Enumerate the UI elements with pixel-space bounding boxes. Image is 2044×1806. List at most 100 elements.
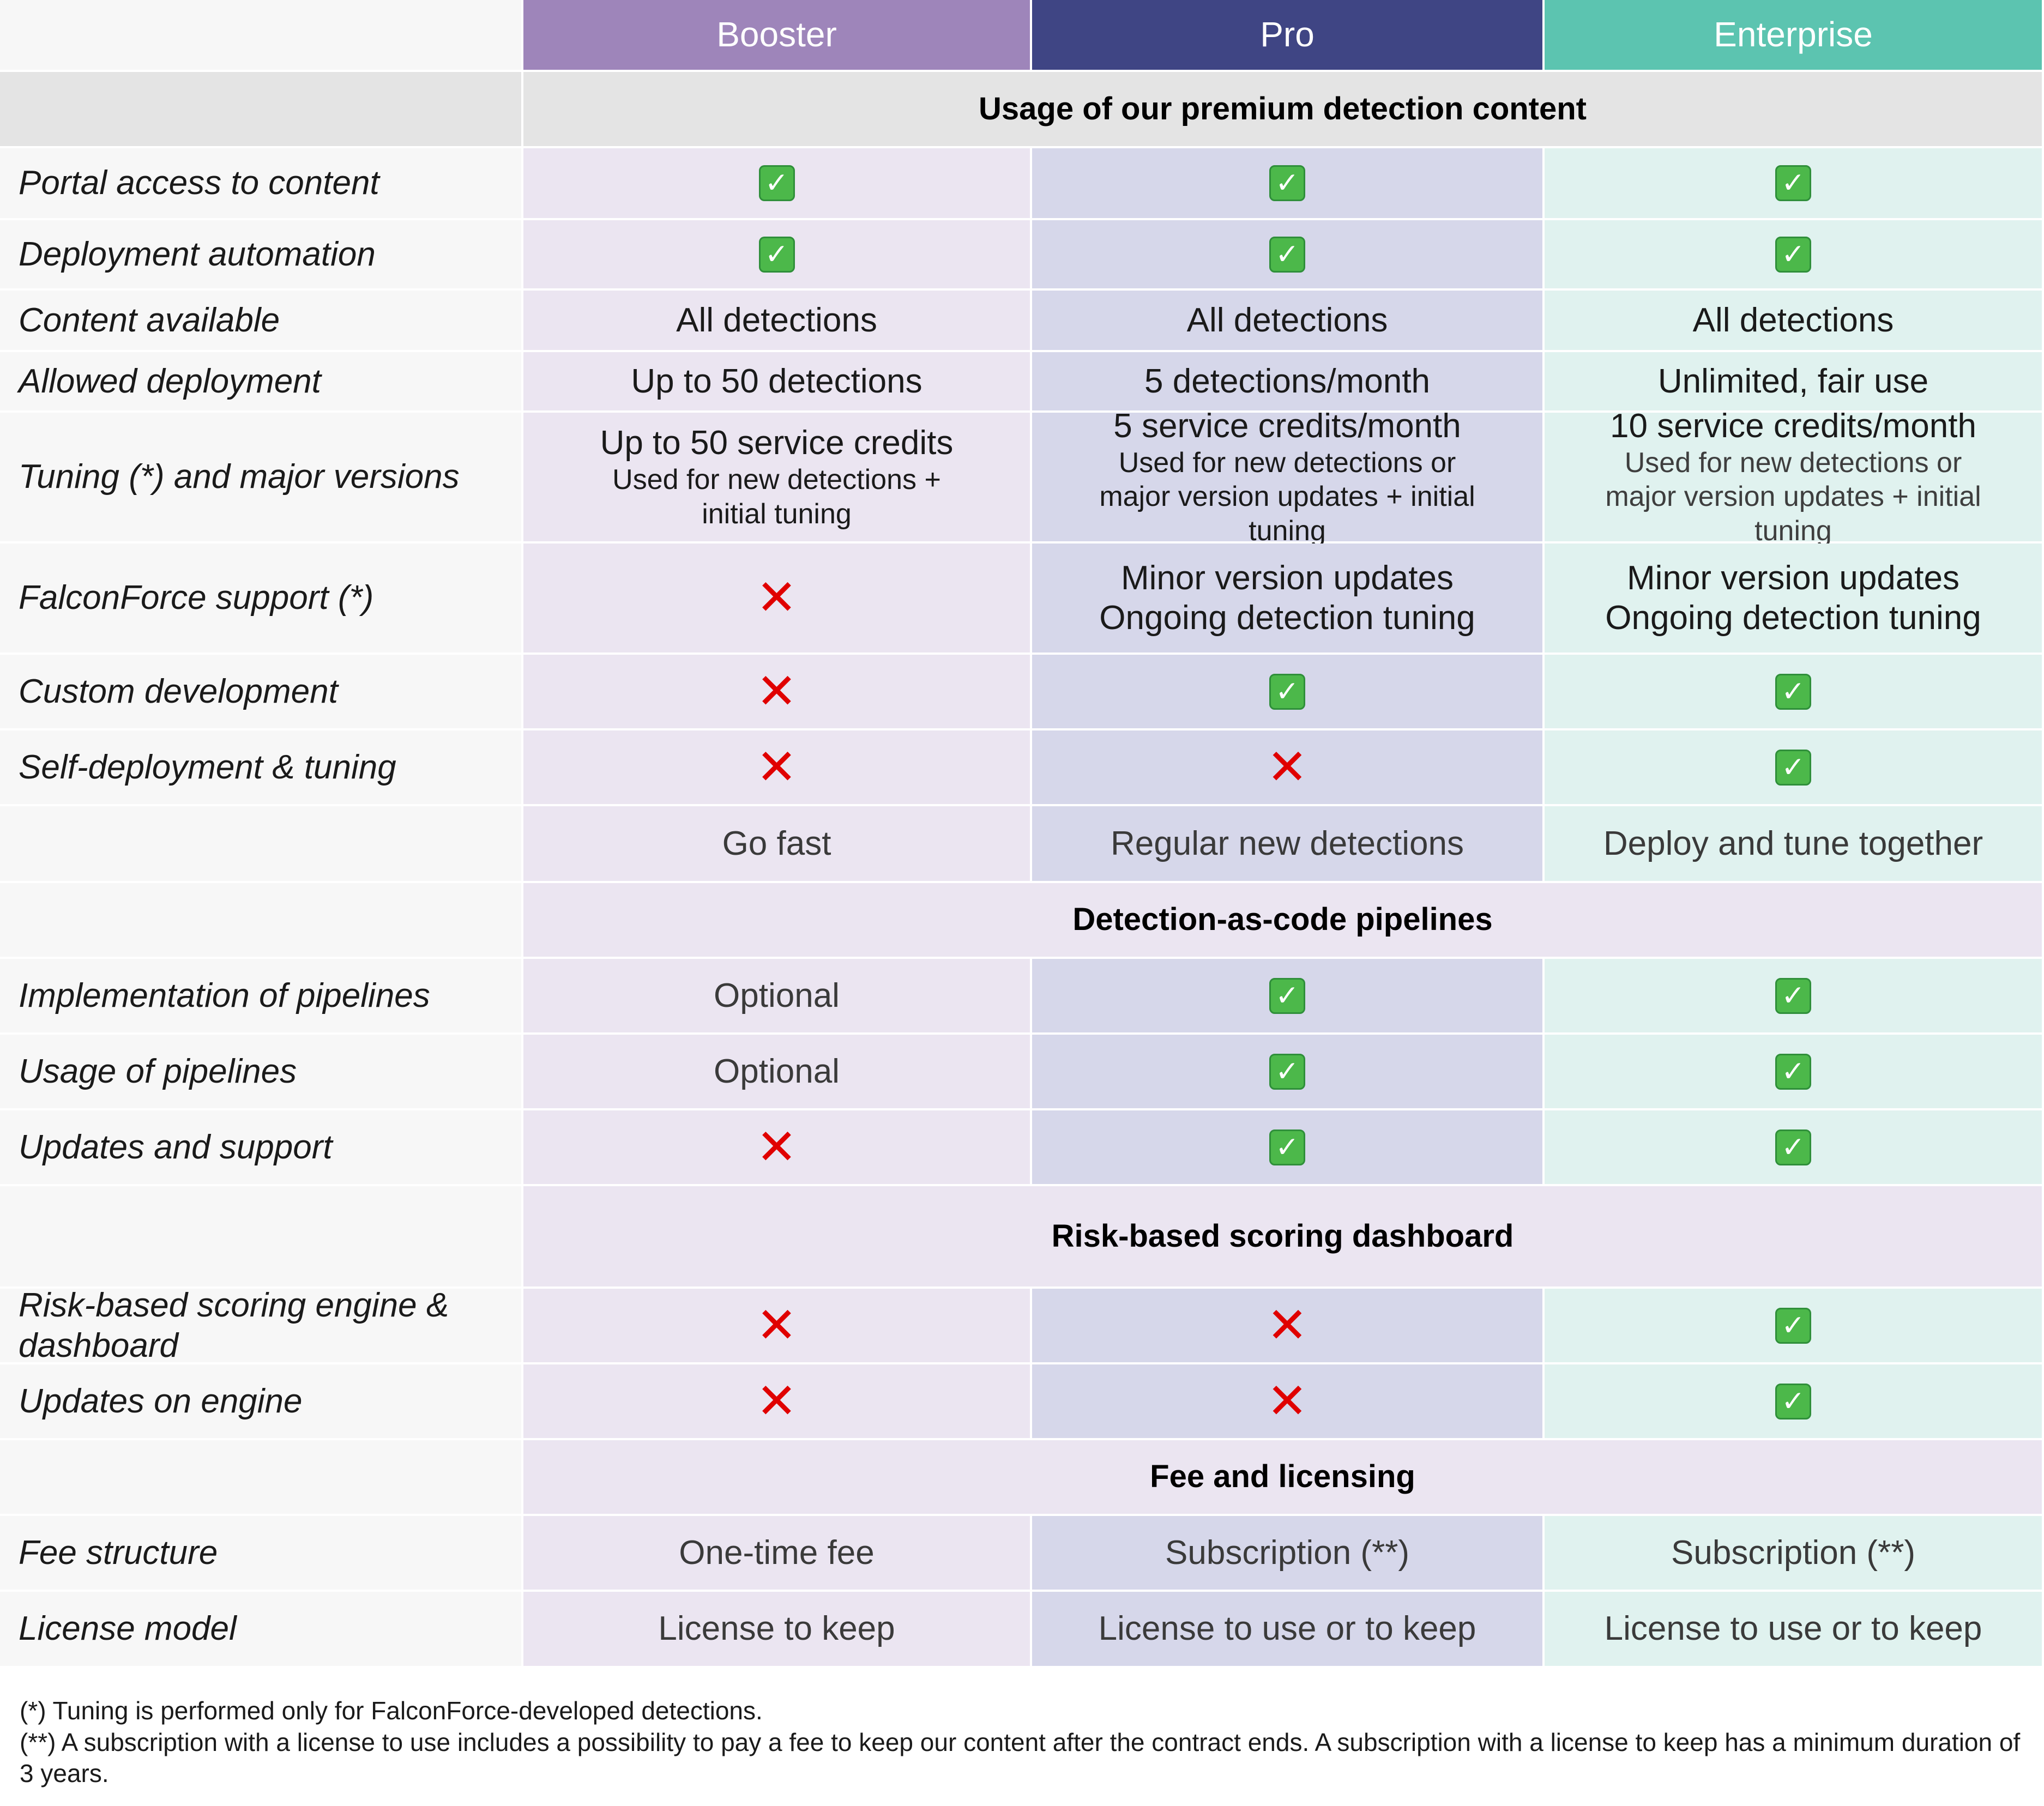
cell-portal-enterprise: ✓	[1545, 148, 2044, 220]
cell-custom-enterprise: ✓	[1545, 655, 2044, 730]
section-fee-blank	[0, 1440, 523, 1516]
tagline-booster: Go fast	[523, 806, 1032, 883]
cross-icon: ✕	[1267, 740, 1308, 795]
tier-header-enterprise: Enterprise	[1545, 0, 2044, 72]
cell-risk-engine-enterprise: ✓	[1545, 1289, 2044, 1364]
cell-usage-pipe-pro: ✓	[1032, 1035, 1545, 1110]
section-usage-title: Usage of our premium detection content	[523, 72, 2044, 148]
row-label-self-deployment: Self-deployment & tuning	[0, 730, 523, 806]
support-line-2: Ongoing detection tuning	[1605, 599, 1981, 637]
tier-header-pro: Pro	[1032, 0, 1545, 72]
cross-icon: ✕	[756, 1120, 798, 1175]
section-pipelines-title: Detection-as-code pipelines	[523, 883, 2044, 959]
row-label-usage-pipelines: Usage of pipelines	[0, 1035, 523, 1110]
cross-icon: ✕	[756, 740, 798, 795]
cell-support-enterprise: Minor version updates Ongoing detection …	[1545, 543, 2044, 655]
cell-engine-updates-booster: ✕	[523, 1364, 1032, 1440]
check-icon: ✓	[1269, 165, 1305, 201]
tuning-credits-note: Used for new detections + initial tuning	[612, 464, 941, 530]
row-label-support: FalconForce support (*)	[0, 543, 523, 655]
footnotes: (*) Tuning is performed only for FalconF…	[20, 1695, 2026, 1790]
cell-license-booster: License to keep	[523, 1592, 1032, 1668]
footnote-subscription: (**) A subscription with a license to us…	[20, 1728, 2021, 1788]
cell-allowed-enterprise: Unlimited, fair use	[1545, 352, 2044, 413]
row-label-allowed-deployment: Allowed deployment	[0, 352, 523, 413]
support-line-1: Minor version updates	[1627, 559, 1959, 597]
cell-fee-booster: One-time fee	[523, 1516, 1032, 1592]
cell-portal-pro: ✓	[1032, 148, 1545, 220]
check-icon: ✓	[1775, 673, 1811, 710]
cell-support-pro: Minor version updates Ongoing detection …	[1032, 543, 1545, 655]
cell-portal-booster: ✓	[523, 148, 1032, 220]
row-label-deployment-automation: Deployment automation	[0, 220, 523, 291]
cell-deploy-auto-enterprise: ✓	[1545, 220, 2044, 291]
cell-risk-engine-booster: ✕	[523, 1289, 1032, 1364]
cell-allowed-booster: Up to 50 detections	[523, 352, 1032, 413]
cross-icon: ✕	[756, 1374, 798, 1429]
cell-tuning-enterprise: 10 service credits/month Used for new de…	[1545, 407, 2044, 547]
check-icon: ✓	[1269, 236, 1305, 273]
row-label-engine-updates: Updates on engine	[0, 1364, 523, 1440]
tagline-pro: Regular new detections	[1032, 806, 1545, 883]
check-icon: ✓	[1775, 1053, 1811, 1090]
check-icon: ✓	[758, 236, 795, 273]
cell-allowed-pro: 5 detections/month	[1032, 352, 1545, 413]
check-icon: ✓	[758, 165, 795, 201]
check-icon: ✓	[1775, 1307, 1811, 1344]
row-label-content-available: Content available	[0, 291, 523, 352]
cell-updates-support-enterprise: ✓	[1545, 1110, 2044, 1186]
tuning-credits-note: Used for new detections or major version…	[1099, 447, 1475, 547]
row-label-license-model: License model	[0, 1592, 523, 1668]
section-fee-title: Fee and licensing	[523, 1440, 2044, 1516]
cross-icon: ✕	[1267, 1374, 1308, 1429]
header-corner	[0, 0, 523, 72]
section-risk-blank	[0, 1186, 523, 1289]
check-icon: ✓	[1775, 236, 1811, 273]
check-icon: ✓	[1775, 1383, 1811, 1420]
support-line-1: Minor version updates	[1121, 559, 1454, 597]
cell-tuning-booster: Up to 50 service credits Used for new de…	[523, 413, 1032, 543]
cell-support-booster: ✕	[523, 543, 1032, 655]
cell-content-pro: All detections	[1032, 291, 1545, 352]
section-pipelines-blank	[0, 883, 523, 959]
row-label-updates-support: Updates and support	[0, 1110, 523, 1186]
cell-updates-support-pro: ✓	[1032, 1110, 1545, 1186]
cell-content-enterprise: All detections	[1545, 291, 2044, 352]
cell-usage-pipe-enterprise: ✓	[1545, 1035, 2044, 1110]
row-label-portal: Portal access to content	[0, 148, 523, 220]
cell-license-pro: License to use or to keep	[1032, 1592, 1545, 1668]
cell-impl-booster: Optional	[523, 959, 1032, 1035]
footnote-tuning: (*) Tuning is performed only for FalconF…	[20, 1696, 763, 1725]
check-icon: ✓	[1775, 165, 1811, 201]
pricing-comparison-table: Booster Pro Enterprise Usage of our prem…	[0, 0, 2044, 1668]
cell-custom-pro: ✓	[1032, 655, 1545, 730]
cross-icon: ✕	[1267, 1298, 1308, 1353]
cell-tuning-pro: 5 service credits/month Used for new det…	[1032, 407, 1545, 547]
cell-usage-pipe-booster: Optional	[523, 1035, 1032, 1110]
section-risk-title: Risk-based scoring dashboard	[523, 1186, 2044, 1289]
check-icon: ✓	[1269, 1129, 1305, 1165]
support-line-2: Ongoing detection tuning	[1099, 599, 1475, 637]
check-icon: ✓	[1269, 977, 1305, 1014]
check-icon: ✓	[1775, 977, 1811, 1014]
cell-engine-updates-enterprise: ✓	[1545, 1364, 2044, 1440]
tier-header-booster: Booster	[523, 0, 1032, 72]
tagline-enterprise: Deploy and tune together	[1545, 806, 2044, 883]
tuning-credits-note: Used for new detections or major version…	[1605, 447, 1981, 547]
check-icon: ✓	[1269, 1053, 1305, 1090]
row-label-tuning: Tuning (*) and major versions	[0, 413, 523, 543]
cross-icon: ✕	[756, 571, 798, 625]
row-label-implementation: Implementation of pipelines	[0, 959, 523, 1035]
row-label-fee-structure: Fee structure	[0, 1516, 523, 1592]
section-usage-blank	[0, 72, 523, 148]
cell-deploy-auto-pro: ✓	[1032, 220, 1545, 291]
row-label-custom-development: Custom development	[0, 655, 523, 730]
cell-content-booster: All detections	[523, 291, 1032, 352]
cross-icon: ✕	[756, 664, 798, 719]
cell-custom-booster: ✕	[523, 655, 1032, 730]
cell-fee-enterprise: Subscription (**)	[1545, 1516, 2044, 1592]
cell-self-booster: ✕	[523, 730, 1032, 806]
cell-license-enterprise: License to use or to keep	[1545, 1592, 2044, 1668]
check-icon: ✓	[1775, 749, 1811, 786]
cell-impl-enterprise: ✓	[1545, 959, 2044, 1035]
